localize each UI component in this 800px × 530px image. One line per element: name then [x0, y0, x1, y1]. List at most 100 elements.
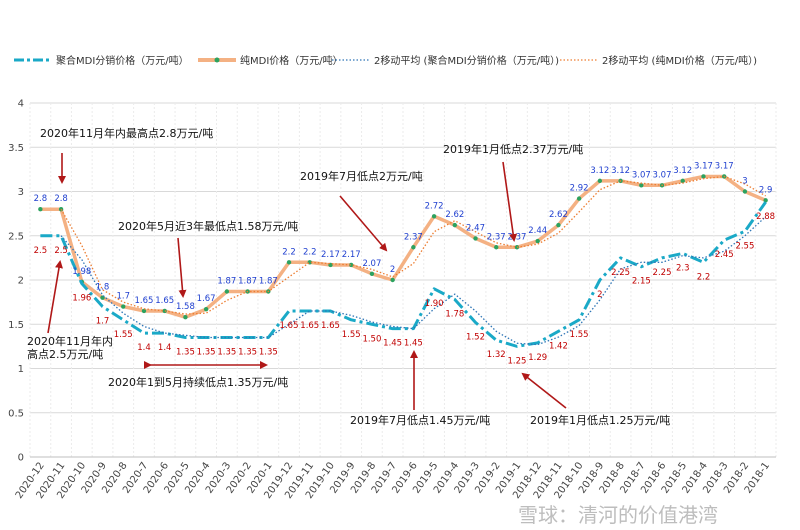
data-label-pure-mdi: 3.07 — [653, 170, 672, 180]
data-label-pure-mdi: 1.65 — [135, 296, 154, 306]
data-label-agg-mdi: 1.78 — [445, 309, 464, 319]
data-point-pure-mdi — [742, 189, 748, 194]
data-point-pure-mdi — [556, 222, 561, 228]
y-tick-label: 2 — [18, 276, 24, 287]
data-point-pure-mdi — [286, 260, 292, 265]
annotation-2020-5-low: 2020年5月近3年最低点1.58万元/吨 — [118, 219, 298, 233]
legend-label-series-1: 聚合MDI分销价格（万元/吨） — [56, 54, 189, 67]
data-label-pure-mdi: 3.12 — [611, 166, 630, 176]
y-tick-label: 4 — [18, 99, 24, 110]
annotation-2019-7-low-pure: 2019年7月低点2万元/吨 — [300, 169, 423, 183]
data-point-pure-mdi — [597, 178, 603, 184]
data-label-pure-mdi: 1.8 — [96, 283, 110, 293]
series-line-pure-mdi — [40, 174, 767, 319]
data-label-pure-mdi: 1.87 — [217, 277, 236, 287]
grid-lines — [29, 102, 777, 458]
data-point-pure-mdi — [680, 178, 685, 184]
annotation-arrow — [339, 195, 388, 252]
y-tick-label: 2.5 — [8, 231, 24, 242]
data-point-pure-mdi — [162, 308, 167, 314]
moving-average-agg-mdi — [60, 216, 767, 346]
annotation-2019-7-low-agg: 2019年7月低点1.45万元/吨 — [350, 413, 490, 427]
data-label-pure-mdi: 3.17 — [715, 161, 734, 171]
data-label-pure-mdi: 2 — [390, 265, 395, 275]
data-point-pure-mdi — [411, 245, 416, 250]
data-label-agg-mdi: 2.25 — [653, 268, 672, 278]
annotation-2020-11-agg-line1: 2020年11月年内 — [27, 334, 113, 348]
annotation-arrow — [47, 260, 63, 334]
data-label-agg-mdi: 1.35 — [259, 348, 278, 358]
data-label-pure-mdi: 2.72 — [425, 201, 444, 211]
data-label-pure-mdi: 2.62 — [445, 210, 464, 220]
data-label-agg-mdi: 1.52 — [466, 332, 485, 342]
data-label-agg-mdi: 1.65 — [300, 321, 319, 331]
data-label-agg-mdi: 1.55 — [570, 330, 589, 340]
y-tick-label: 0 — [18, 453, 24, 464]
annotation-2019-1-low-pure: 2019年1月低点2.37万元/吨 — [443, 142, 583, 156]
data-label-agg-mdi: 1.65 — [321, 321, 340, 331]
data-label-agg-mdi: 1.96 — [72, 294, 91, 304]
watermark: 雪球：清河的价值港湾 — [518, 503, 718, 527]
data-point-pure-mdi — [494, 245, 499, 250]
data-label-pure-mdi: 3.12 — [673, 166, 692, 176]
data-label-pure-mdi: 2.8 — [34, 194, 48, 204]
annotation-2020-11-high: 2020年11月年内最高点2.8万元/吨 — [40, 126, 213, 140]
data-label-agg-mdi: 2.5 — [34, 246, 48, 256]
data-point-pure-mdi — [431, 214, 437, 219]
data-point-pure-mdi — [390, 277, 395, 283]
data-label-agg-mdi: 1.45 — [404, 339, 423, 349]
data-label-pure-mdi: 1.98 — [72, 267, 91, 277]
data-label-pure-mdi: 1.67 — [197, 294, 216, 304]
data-label-agg-mdi: 1.90 — [425, 299, 444, 309]
data-label-pure-mdi: 2.2 — [303, 247, 317, 257]
data-label-pure-mdi: 2.8 — [54, 194, 68, 204]
data-label-agg-mdi: 1.42 — [549, 341, 568, 351]
data-point-pure-mdi — [473, 236, 478, 241]
annotation-arrow — [502, 161, 518, 242]
data-point-pure-mdi — [348, 262, 354, 268]
data-label-agg-mdi: 2.88 — [756, 212, 775, 222]
data-label-pure-mdi: 3.07 — [632, 170, 651, 180]
data-label-agg-mdi: 2.15 — [632, 277, 651, 287]
legend-label-series-2: 纯MDI价格（万元/吨） — [240, 54, 343, 67]
data-labels: 2.8 2.81.981.81.7 1.65 1.651.581.671.87 1.87… — [34, 161, 776, 366]
data-label-agg-mdi: 1.65 — [280, 321, 299, 331]
data-label-pure-mdi: 2.47 — [466, 223, 485, 233]
annotation-arrow — [177, 237, 187, 298]
annotation-2020-11-agg-line2: 高点2.5万元/吨 — [27, 347, 103, 361]
annotation-arrow — [521, 372, 567, 409]
data-label-agg-mdi: 1.7 — [96, 317, 110, 327]
data-label-agg-mdi: 1.35 — [176, 348, 195, 358]
data-label-agg-mdi: 2.5 — [54, 246, 68, 256]
data-label-agg-mdi: 2.45 — [715, 250, 734, 260]
y-tick-label: 0.5 — [8, 408, 24, 419]
data-label-pure-mdi: 2.37 — [508, 232, 527, 242]
data-point-pure-mdi — [38, 207, 43, 212]
data-label-agg-mdi: 1.32 — [487, 350, 506, 360]
data-label-agg-mdi: 1.29 — [528, 353, 547, 363]
data-label-agg-mdi: 1.50 — [362, 334, 381, 344]
annotation-2019-1-low-agg: 2019年1月低点1.25万元/吨 — [530, 413, 670, 427]
data-point-pure-mdi — [576, 196, 582, 201]
data-label-pure-mdi: 1.87 — [259, 277, 278, 287]
data-point-pure-mdi — [369, 271, 375, 277]
y-tick-label: 1 — [18, 364, 24, 375]
data-label-agg-mdi: 1.35 — [238, 348, 257, 358]
data-point-pure-mdi — [535, 238, 540, 244]
data-label-agg-mdi: 1.4 — [158, 343, 172, 353]
data-point-pure-mdi — [701, 174, 706, 179]
data-label-agg-mdi: 1.55 — [114, 330, 133, 340]
data-label-pure-mdi: 2.07 — [362, 259, 381, 269]
moving-average-pure-mdi — [60, 175, 766, 315]
data-label-pure-mdi: 1.65 — [155, 296, 174, 306]
y-tick-label: 3.5 — [8, 143, 24, 154]
y-tick-label: 1.5 — [8, 320, 24, 331]
data-label-agg-mdi: 2.3 — [676, 263, 690, 273]
data-label-agg-mdi: 1.4 — [137, 343, 151, 353]
data-label-pure-mdi: 3.17 — [694, 161, 713, 171]
data-label-agg-mdi: 1.35 — [217, 348, 236, 358]
legend-label-ma-2: 2移动平均 (纯MDI价格（万元/吨）) — [602, 54, 757, 67]
data-point-pure-mdi — [514, 245, 520, 250]
data-point-pure-mdi — [183, 314, 188, 320]
